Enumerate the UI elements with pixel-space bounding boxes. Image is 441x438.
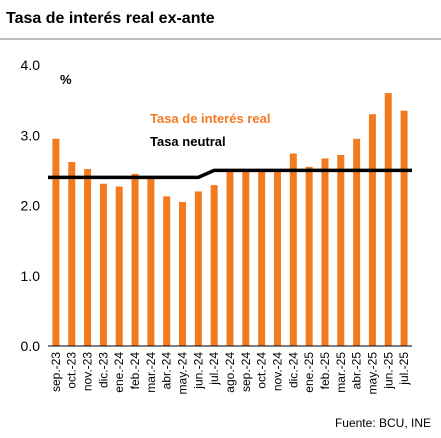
legend-real-rate: Tasa de interés real bbox=[150, 111, 270, 126]
bar bbox=[289, 153, 297, 346]
y-tick-label: 2.0 bbox=[21, 198, 41, 214]
bar bbox=[99, 183, 107, 346]
bar bbox=[84, 168, 92, 346]
chart-title: Tasa de interés real ex-ante bbox=[6, 10, 215, 27]
bar bbox=[368, 114, 376, 346]
x-tick-label: jun.-24 bbox=[191, 352, 205, 390]
bar bbox=[226, 170, 234, 346]
x-tick-label: abr.-25 bbox=[350, 352, 364, 390]
y-unit-label: % bbox=[60, 72, 72, 87]
x-tick-label: feb.-24 bbox=[128, 352, 142, 390]
x-tick-label: oct.-23 bbox=[65, 352, 79, 389]
bar bbox=[258, 170, 266, 346]
y-tick-label: 0.0 bbox=[21, 338, 41, 354]
x-tick-label: feb.-25 bbox=[318, 352, 332, 390]
bar bbox=[163, 196, 171, 346]
bar bbox=[68, 161, 76, 346]
bar bbox=[242, 170, 250, 346]
x-tick-label: mar.-25 bbox=[334, 352, 348, 393]
x-tick-label: sep.-24 bbox=[239, 352, 253, 392]
x-tick-label: jul.-24 bbox=[207, 352, 221, 386]
y-tick-label: 4.0 bbox=[21, 57, 41, 73]
y-axis-ticks: 0.0 1.0 2.0 3.0 4.0 bbox=[21, 57, 41, 354]
x-tick-label: ago.-24 bbox=[223, 352, 237, 393]
neutral-rate-line bbox=[48, 168, 412, 180]
legend-neutral-rate: Tasa neutral bbox=[150, 134, 226, 149]
bar bbox=[115, 186, 123, 346]
x-tick-label: ene.-25 bbox=[302, 352, 316, 393]
x-tick-label: oct.-24 bbox=[255, 352, 269, 389]
bar bbox=[400, 110, 408, 346]
title-divider bbox=[0, 38, 441, 40]
y-tick-label: 3.0 bbox=[21, 127, 41, 143]
bar bbox=[321, 158, 329, 346]
bar bbox=[147, 177, 155, 346]
x-tick-label: jul.-25 bbox=[397, 352, 411, 386]
bar bbox=[131, 173, 139, 346]
bar bbox=[52, 138, 60, 346]
x-tick-label: ene.-24 bbox=[112, 352, 126, 393]
bar bbox=[305, 166, 313, 346]
bar-series bbox=[52, 93, 408, 346]
x-tick-label: dic.-24 bbox=[286, 352, 300, 388]
x-tick-label: dic.-23 bbox=[96, 352, 110, 388]
x-axis-labels: sep.-23 oct.-23 nov.-23 dic.-23 ene.-24 feb.-… bbox=[49, 352, 411, 395]
bar bbox=[194, 191, 202, 346]
x-tick-label: sep.-23 bbox=[49, 352, 63, 392]
bar bbox=[179, 201, 187, 346]
y-tick-label: 1.0 bbox=[21, 268, 41, 284]
x-tick-label: jun.-25 bbox=[381, 352, 395, 390]
x-tick-label: may.-24 bbox=[176, 352, 190, 395]
x-tick-label: may.-25 bbox=[365, 352, 379, 395]
x-tick-label: nov.-24 bbox=[270, 352, 284, 391]
x-tick-label: nov.-23 bbox=[81, 352, 95, 391]
x-tick-label: abr.-24 bbox=[160, 352, 174, 390]
x-tick-label: mar.-24 bbox=[144, 352, 158, 393]
bar bbox=[384, 93, 392, 346]
source-note: Fuente: BCU, INE bbox=[334, 416, 431, 430]
bar bbox=[337, 154, 345, 346]
bar bbox=[273, 170, 281, 346]
bar bbox=[353, 138, 361, 346]
bar bbox=[210, 185, 218, 346]
